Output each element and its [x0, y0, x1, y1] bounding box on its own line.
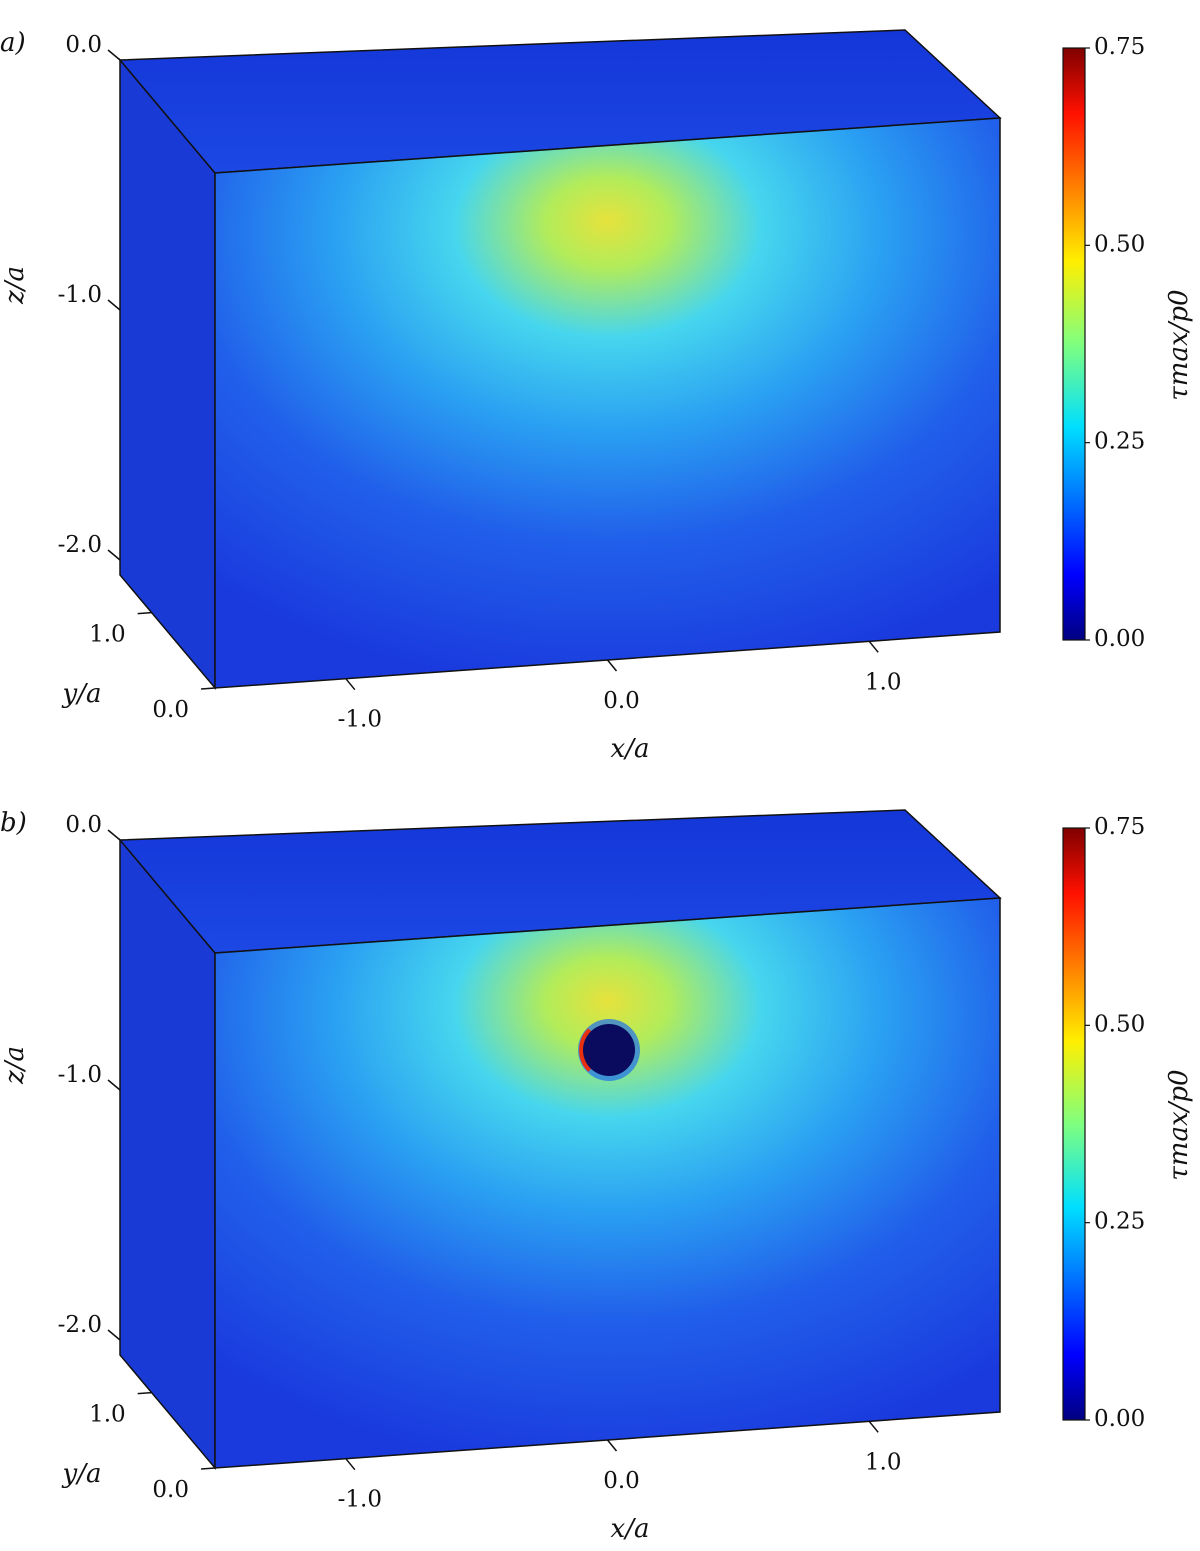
- y-axis-label: y/a: [62, 679, 102, 709]
- colorbar-tick-label: 0.50: [1094, 1011, 1145, 1037]
- z-tick: [107, 299, 121, 311]
- x-axis-label: x/a: [611, 734, 650, 764]
- x-tick: [606, 659, 618, 672]
- front-face: [214, 117, 1001, 689]
- z-axis-label: z/a: [0, 1046, 30, 1085]
- z-axis-label: z/a: [0, 266, 30, 305]
- z-tick-label: 0.0: [65, 812, 102, 838]
- colorbar: [1062, 47, 1086, 641]
- inclusion-rim: [579, 1028, 592, 1072]
- y-tick-label: 0.0: [152, 697, 189, 723]
- y-tick: [200, 1467, 216, 1470]
- colorbar-tick-label: 0.75: [1094, 814, 1145, 840]
- panel-label: a): [0, 28, 26, 58]
- colorbar-tick-label: 0.00: [1094, 1406, 1145, 1432]
- z-tick: [107, 49, 121, 61]
- colorbar-label: τmax/p0: [1164, 289, 1194, 400]
- y-axis-label: y/a: [62, 1459, 102, 1489]
- x-tick-label: 0.0: [603, 1468, 640, 1494]
- x-tick-label: 0.0: [603, 688, 640, 714]
- y-tick: [137, 1391, 152, 1395]
- colorbar-tick-label: 0.00: [1094, 626, 1145, 652]
- y-tick-label: 1.0: [89, 622, 126, 648]
- x-tick-label: -1.0: [338, 707, 382, 733]
- z-tick: [107, 829, 121, 841]
- x-tick: [868, 640, 879, 653]
- z-tick-label: -2.0: [58, 1312, 102, 1338]
- z-tick: [107, 1079, 121, 1091]
- z-tick: [107, 549, 121, 561]
- y-tick: [200, 687, 216, 690]
- x-tick-label: 1.0: [865, 1449, 902, 1475]
- colorbar-tick-label: 0.75: [1094, 34, 1145, 60]
- panel-label: b): [0, 808, 27, 838]
- z-tick-label: -1.0: [58, 1062, 102, 1088]
- colorbar: [1062, 827, 1086, 1421]
- x-axis-label: x/a: [611, 1514, 650, 1544]
- x-tick: [868, 1420, 879, 1433]
- y-tick-label: 1.0: [89, 1402, 126, 1428]
- colorbar-tick-label: 0.25: [1094, 1209, 1145, 1235]
- colorbar-tick-label: 0.25: [1094, 429, 1145, 455]
- z-tick-label: 0.0: [65, 32, 102, 58]
- inclusion: [583, 1024, 635, 1076]
- x-tick: [345, 1458, 356, 1471]
- colorbar-label: τmax/p0: [1164, 1069, 1194, 1180]
- x-tick-label: -1.0: [338, 1487, 382, 1513]
- x-tick: [345, 678, 356, 691]
- colorbar-tick-label: 0.50: [1094, 231, 1145, 257]
- x-tick-label: 1.0: [865, 669, 902, 695]
- y-tick: [137, 611, 152, 615]
- z-tick-label: -1.0: [58, 282, 102, 308]
- y-tick-label: 0.0: [152, 1477, 189, 1503]
- front-face: [214, 897, 1001, 1469]
- z-tick-label: -2.0: [58, 532, 102, 558]
- z-tick: [107, 1329, 121, 1341]
- x-tick: [606, 1439, 618, 1452]
